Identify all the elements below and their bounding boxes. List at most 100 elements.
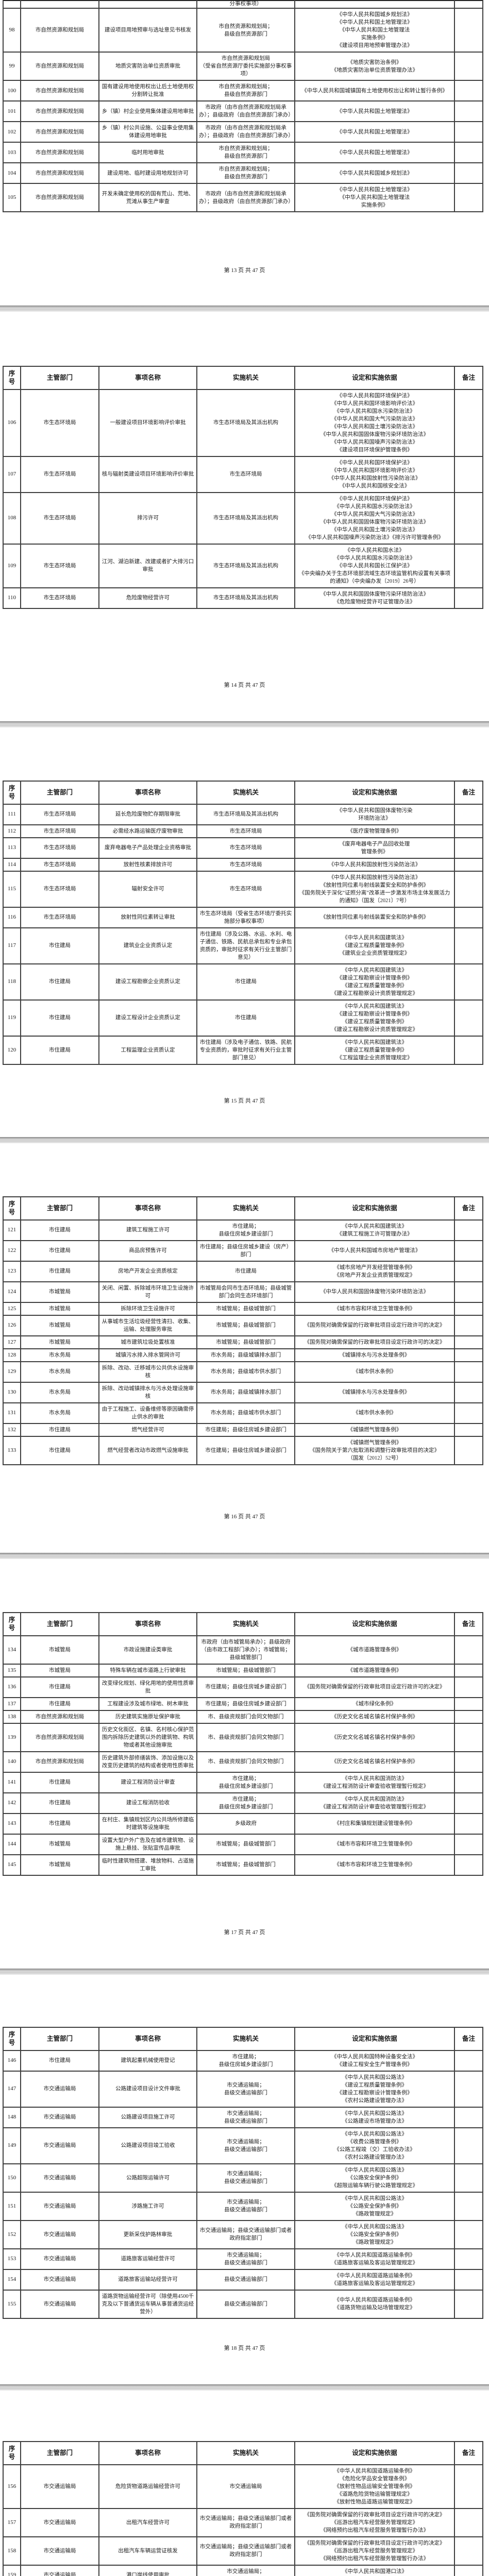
cell-department: 市自然资源和规划局 bbox=[20, 1709, 99, 1724]
page-number-footer: 第 18 页 共 47 页 bbox=[224, 2345, 265, 2351]
cell-note bbox=[454, 100, 483, 122]
partial-agency-text: 分事权事项） bbox=[196, 1, 295, 9]
column-header-department: 主管部门 bbox=[20, 2027, 99, 2051]
cell-legal-basis: 《中华人民共和国公路法》 《公路建设市场管理办法》 bbox=[294, 2106, 455, 2128]
table-row: 151 市交通运输局 涉路施工许可 市交通运输局； 县级交通运输部门 《中华人民共和国公… bbox=[3, 2191, 483, 2221]
cell-no: 126 bbox=[3, 1314, 21, 1336]
pdf-page: 分事权事项） 98 市自然资源和规划局 建设项目用地预审与选址意见书核发 市自然资源和规… bbox=[0, 0, 489, 306]
cell-item-name: 开发未确定使用权的国有荒山、荒地、荒滩从事生产审查 bbox=[98, 183, 197, 212]
cell-no: 130 bbox=[3, 1381, 21, 1403]
cell-no: 106 bbox=[3, 388, 21, 457]
cell-legal-basis: 《城市绿化条例》 bbox=[294, 1697, 455, 1711]
table-row: 139 市自然资源和规划局 历史文化街区、名镇、名村核心保护范围内拆除历史建筑以外的… bbox=[3, 1722, 483, 1752]
cell-department: 市交通运输局 bbox=[20, 2191, 99, 2221]
cell-item-name: 历史建筑外部修缮装饰、添加设施以及改变历史建筑的结构或者使用性质审批 bbox=[98, 1751, 197, 1773]
cell-no: 122 bbox=[3, 1240, 21, 1262]
table-row: 137 市住建局 工程建设涉及城市绿地、树木审批 市住建局；县级住房城乡建设部门 《城市… bbox=[3, 1697, 483, 1711]
table-row: 157 市交通运输局 出租汽车经营许可 市交通运输局；县级交通运输部门或者政府指定部门… bbox=[3, 2507, 483, 2537]
cell-department: 市交通运输局 bbox=[20, 2536, 99, 2566]
page-separator bbox=[0, 1553, 489, 1559]
table-row: 141 市住建局 建设工程消防设计审查 市住建局； 县级住房城乡建设部门 《中华人民共和… bbox=[3, 1771, 483, 1793]
cell-department: 市交通运输局 bbox=[20, 2289, 99, 2319]
cell-legal-basis: 《城市市容和环境卫生管理条例》 bbox=[294, 1854, 455, 1876]
cell-agency: 市政府（由市自然资源和规划局承办）；县级政府（由自然资源部门承办） bbox=[196, 100, 295, 122]
partial-empty-cell bbox=[454, 1, 483, 9]
cell-legal-basis: 《中华人民共和国放射性污染防治法》 bbox=[294, 857, 455, 872]
table-row: 130 市水务局 拆除、改动城镇排水与污水处理设施审核 市水务局；县级城镇排水部门 《城… bbox=[3, 1381, 483, 1403]
cell-department: 市自然资源和规划局 bbox=[20, 80, 99, 101]
cell-legal-basis: 《国务院对确需保留的行政审批项目设定行政许可的决定》 bbox=[294, 1335, 455, 1349]
cell-legal-basis: 《中华人民共和国环境保护法》 《中华人民共和国环境影响评价法》 《中华人民共和国… bbox=[294, 388, 455, 457]
cell-note bbox=[454, 1635, 483, 1665]
cell-agency: 市住建局；县级住房城乡建设部门 bbox=[196, 1697, 295, 1711]
cell-no: 102 bbox=[3, 121, 21, 143]
cell-legal-basis: 《中华人民共和国建筑法》 《建设工程勘察设计管理条例》 《建设工程质量管理条例》… bbox=[294, 999, 455, 1037]
cell-note bbox=[454, 8, 483, 53]
page-separator bbox=[0, 721, 489, 727]
cell-legal-basis: 《中华人民共和国道路运输条例》 《道路旅客运输及客运站管理规定》 bbox=[294, 2268, 455, 2291]
cell-legal-basis: 《中华人民共和国固体废物污染环境防治法》 bbox=[294, 1281, 455, 1303]
cell-no: 139 bbox=[3, 1722, 21, 1752]
column-header-legal-basis: 设定和实施依据 bbox=[294, 2027, 455, 2051]
cell-agency: 市、县级资规部门会同文物部门 bbox=[196, 1709, 295, 1724]
cell-item-name: 出租汽车经营许可 bbox=[98, 2507, 197, 2537]
cell-note bbox=[454, 1771, 483, 1793]
table-row: 125 市城管局 拆除环境卫生设施许可 市城管局；县级城管部门 《城市市容和环境卫生管理… bbox=[3, 1301, 483, 1316]
cell-legal-basis: 《中华人民共和国土地管理法》 bbox=[294, 100, 455, 122]
column-header-note: 备注 bbox=[454, 2027, 483, 2051]
column-header-agency: 实施机关 bbox=[196, 781, 295, 805]
cell-department: 市自然资源和规划局 bbox=[20, 142, 99, 163]
cell-department: 市住建局 bbox=[20, 1771, 99, 1793]
cell-item-name: 市政设施建设类审批 bbox=[98, 1635, 197, 1665]
cell-agency: 市水务局；县级城市供水部门 bbox=[196, 1361, 295, 1383]
cell-item-name: 商品房预售许可 bbox=[98, 1240, 197, 1262]
cell-note bbox=[454, 2248, 483, 2270]
table-row: 150 市交通运输局 公路超限运输许可 市交通运输局； 县级交通运输部门 《中华人民共和… bbox=[3, 2163, 483, 2193]
cell-legal-basis: 《历史文化名城名镇名村保护条例》 bbox=[294, 1722, 455, 1752]
cell-department: 市生态环境局 bbox=[20, 870, 99, 908]
cell-no: 156 bbox=[3, 2464, 21, 2509]
cell-legal-basis: 《国务院对确需保留的行政审批项目设定行政许可的决定》 bbox=[294, 1676, 455, 1698]
cell-item-name: 拆除、改动城镇排水与污水处理设施审核 bbox=[98, 1381, 197, 1403]
cell-note bbox=[454, 2268, 483, 2291]
cell-note bbox=[454, 1035, 483, 1065]
cell-department: 市住建局 bbox=[20, 999, 99, 1037]
cell-agency: 市生态环境局（受省生态环境厅委托实施部分事权事项） bbox=[196, 906, 295, 928]
cell-legal-basis: 《中华人民共和国公路法》 《收费公路管理条例》 《公路工程竣（交）工验收办法》 … bbox=[294, 2127, 455, 2164]
cell-note bbox=[454, 492, 483, 545]
cell-agency: 市交通运输局； 县级交通运输部门 bbox=[196, 2106, 295, 2128]
table-row: 99 市自然资源和规划局 地质灾害防治单位资质审批 市自然资源和规划局 （受省自然资源… bbox=[3, 52, 483, 81]
table-row: 118 市住建局 建设工程勘察企业资质认定 市住建局 《中华人民共和国建筑法》 《建设工… bbox=[3, 963, 483, 1001]
cell-note bbox=[454, 1751, 483, 1773]
column-header-department: 主管部门 bbox=[20, 1612, 99, 1636]
cell-note bbox=[454, 906, 483, 928]
cell-agency: 市生态环境局及其派出机构 bbox=[196, 543, 295, 588]
cell-no: 99 bbox=[3, 52, 21, 81]
cell-item-name: 乡（镇）村公共设施、公益事业使用集体建设用地审批 bbox=[98, 121, 197, 143]
table-row: 101 市自然资源和规划局 乡（镇）村企业使用集体建设用地审批 市政府（由市自然资源和… bbox=[3, 100, 483, 122]
cell-agency: 市生态环境局及其派出机构 bbox=[196, 492, 295, 545]
cell-note bbox=[454, 803, 483, 825]
cell-no: 108 bbox=[3, 492, 21, 545]
cell-legal-basis: 《国务院对确需保留的行政审批项目设定行政许可的决定》 《巡游出租汽车经营服务管理… bbox=[294, 2536, 455, 2566]
cell-legal-basis: 《中华人民共和国固体废物污染 环境防治法》 bbox=[294, 803, 455, 825]
table-header-row: 序 号主管部门 事项名称 实施机关 设定和实施依据 备注 bbox=[3, 1612, 483, 1636]
cell-department: 市城管局 bbox=[20, 1854, 99, 1876]
approval-items-table: 序 号主管部门 事项名称 实施机关 设定和实施依据 备注 111 市生态环境局 延长危险废物贮… bbox=[3, 781, 483, 1065]
cell-item-name: 从事城市生活垃圾经营性清扫、收集、运输、处理服务审批 bbox=[98, 1314, 197, 1336]
cell-legal-basis: 《城镇燃气管理条例》 《国务院关于第六批取消和调整行政审批项目的决定》 （国发〔… bbox=[294, 1435, 455, 1465]
pdf-page: 序 号主管部门 事项名称 实施机关 设定和实施依据 备注 106 市生态环境局 一般建设项目环… bbox=[0, 312, 489, 721]
cell-note bbox=[454, 142, 483, 163]
cell-agency: 市生态环境局 bbox=[196, 837, 295, 859]
cell-note bbox=[454, 1812, 483, 1835]
cell-department: 市生态环境局 bbox=[20, 492, 99, 545]
table-header-row: 序 号主管部门 事项名称 实施机关 设定和实施依据 备注 bbox=[3, 2027, 483, 2051]
cell-note bbox=[454, 1402, 483, 1424]
table-row: 111 市生态环境局 延长危险废物贮存期限审批 市生态环境局及其派出机构 《中华人民共和… bbox=[3, 803, 483, 825]
table-row: 105 市自然资源和规划局 开发未确定使用权的国有荒山、荒地、荒滩从事生产审查 市政府… bbox=[3, 183, 483, 212]
cell-note bbox=[454, 999, 483, 1037]
column-header-agency: 实施机关 bbox=[196, 1612, 295, 1636]
cell-note bbox=[454, 1422, 483, 1437]
cell-agency: 县级交通运输部门 bbox=[196, 2268, 295, 2291]
